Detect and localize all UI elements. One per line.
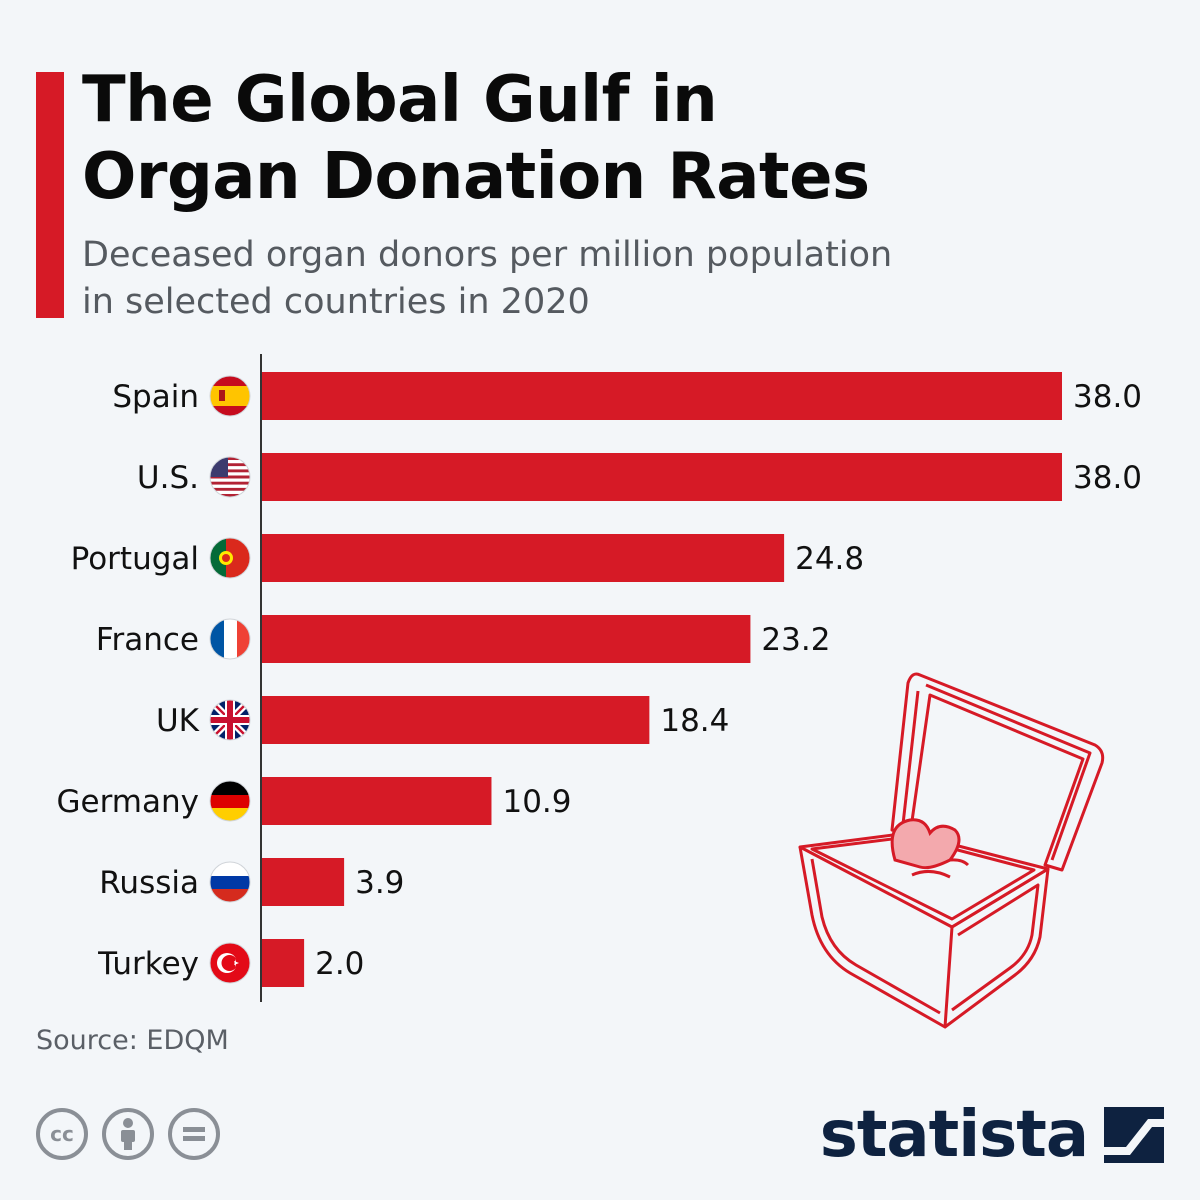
value-label: 18.4: [660, 703, 729, 739]
bar-uk: [262, 696, 650, 744]
turkey-flag-icon: [209, 942, 251, 984]
value-label: 38.0: [1073, 379, 1142, 415]
france-flag-icon: [209, 618, 251, 660]
source-note: Source: EDQM: [36, 1025, 229, 1056]
value-label: 38.0: [1073, 460, 1142, 496]
page-title: The Global Gulf in Organ Donation Rates: [82, 62, 1162, 216]
bar-russia: [262, 858, 345, 906]
bar-spain: [262, 372, 1062, 420]
germany-flag-icon: [209, 780, 251, 822]
value-label: 2.0: [315, 946, 364, 982]
organ-box-heart-icon: [798, 672, 1105, 1029]
attribution-icon[interactable]: [102, 1108, 154, 1160]
license-icons: cc: [36, 1108, 220, 1160]
portugal-flag-icon: [209, 537, 251, 579]
us-flag-icon: [209, 456, 251, 498]
statista-brand[interactable]: statista: [820, 1098, 1164, 1172]
bar-france: [262, 615, 751, 663]
title-line-2: Organ Donation Rates: [82, 140, 870, 214]
title-accent-bar: [36, 72, 64, 318]
statista-logo-icon: [1104, 1107, 1164, 1163]
category-label: Germany: [57, 784, 199, 820]
category-label: Spain: [112, 379, 199, 415]
category-label: Turkey: [97, 946, 199, 982]
cc-icon-label: cc: [50, 1122, 74, 1146]
subtitle-line-1: Deceased organ donors per million popula…: [82, 235, 893, 275]
category-label: Russia: [99, 865, 199, 901]
category-label: U.S.: [137, 460, 199, 496]
uk-flag-icon: [209, 699, 251, 741]
russia-flag-icon: [209, 861, 251, 903]
spain-flag-icon: [209, 375, 251, 417]
bar-germany: [262, 777, 492, 825]
category-label: Portugal: [71, 541, 199, 577]
bar-chart: Spain 38.0 U.S. 38.0 Portugal 24.8 France 23.2 U…: [57, 354, 1142, 1002]
brand-wordmark: statista: [819, 1098, 1089, 1172]
value-label: 10.9: [502, 784, 571, 820]
page-subtitle: Deceased organ donors per million popula…: [82, 232, 982, 326]
category-label: UK: [156, 703, 200, 739]
bar-turkey: [262, 939, 305, 987]
title-line-1: The Global Gulf in: [82, 63, 718, 137]
bar-us: [262, 453, 1062, 501]
no-derivatives-icon[interactable]: [168, 1108, 220, 1160]
creative-commons-icon[interactable]: cc: [36, 1108, 88, 1160]
value-label: 3.9: [355, 865, 404, 901]
equals-glyph: [183, 1127, 205, 1141]
person-glyph: [121, 1118, 135, 1150]
value-label: 23.2: [761, 622, 830, 658]
subtitle-line-2: in selected countries in 2020: [82, 282, 590, 322]
bar-portugal: [262, 534, 785, 582]
value-label: 24.8: [795, 541, 864, 577]
category-label: France: [96, 622, 199, 658]
